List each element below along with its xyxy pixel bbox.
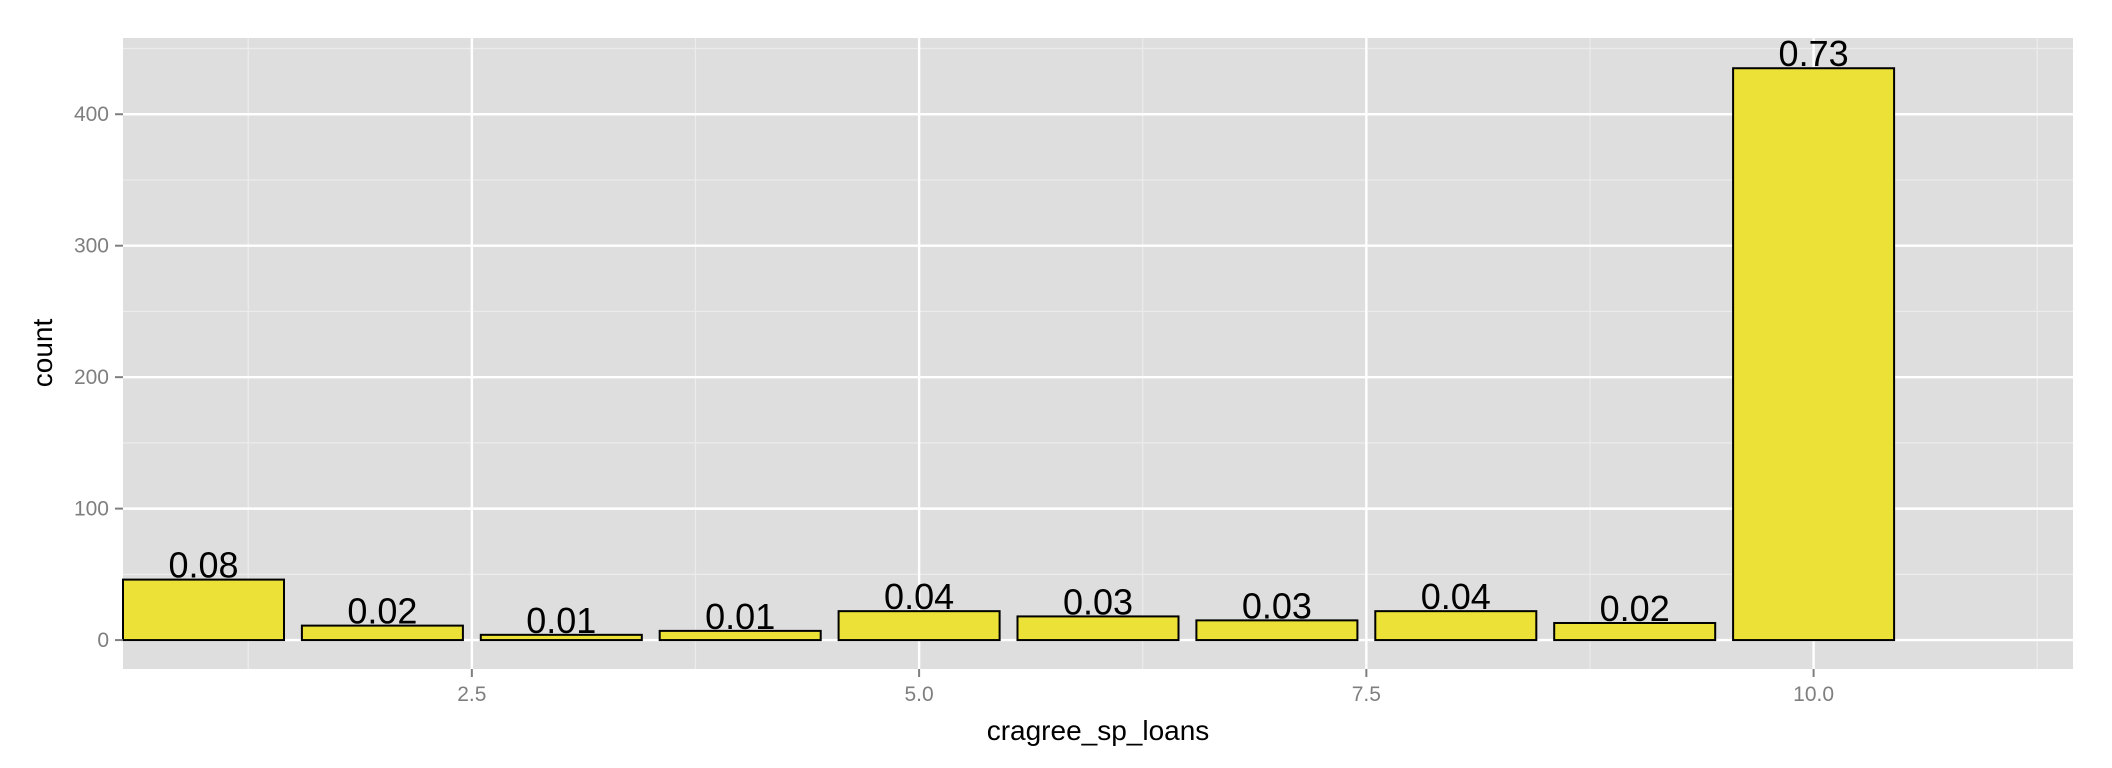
y-tick-label: 200 <box>74 366 109 389</box>
bar-value-label: 0.01 <box>705 596 775 637</box>
y-tick-label: 100 <box>74 498 109 521</box>
bar-value-label: 0.04 <box>884 576 954 617</box>
bar-value-label: 0.02 <box>347 591 417 632</box>
x-tick-label: 7.5 <box>1352 683 1381 706</box>
bar-value-label: 0.03 <box>1063 581 1133 622</box>
bar <box>122 578 286 642</box>
bar <box>1732 67 1896 642</box>
y-tick-label: 300 <box>74 235 109 258</box>
bar-value-label: 0.02 <box>1600 588 1670 629</box>
x-tick-label: 10.0 <box>1793 683 1834 706</box>
y-axis-title: count <box>27 319 58 388</box>
x-tick-label: 2.5 <box>457 683 486 706</box>
bar <box>837 610 1001 642</box>
y-tick-label: 0 <box>97 629 109 652</box>
bar <box>1195 619 1359 642</box>
bar-value-label: 0.73 <box>1779 33 1849 74</box>
bars-group <box>122 67 1896 642</box>
x-axis: 2.5 5.0 7.5 10.0 <box>457 669 1834 706</box>
bar-value-label: 0.01 <box>526 600 596 641</box>
x-axis-title: cragree_sp_loans <box>987 715 1210 746</box>
bar-value-label: 0.04 <box>1421 576 1491 617</box>
y-tick-label: 400 <box>74 103 109 126</box>
bar <box>1016 615 1180 642</box>
bar <box>1374 610 1538 642</box>
bar-value-label: 0.03 <box>1242 585 1312 626</box>
y-axis: 0 100 200 300 400 <box>74 103 123 652</box>
bar-labels-group: 0.08 0.02 0.01 0.01 0.04 0.03 0.03 0.04 0.02 0.73 <box>168 33 1848 641</box>
bar <box>658 629 822 642</box>
bar <box>300 624 464 642</box>
bar <box>1553 621 1717 642</box>
bar <box>479 633 643 642</box>
bar-value-label: 0.08 <box>168 545 238 586</box>
x-tick-label: 5.0 <box>904 683 933 706</box>
